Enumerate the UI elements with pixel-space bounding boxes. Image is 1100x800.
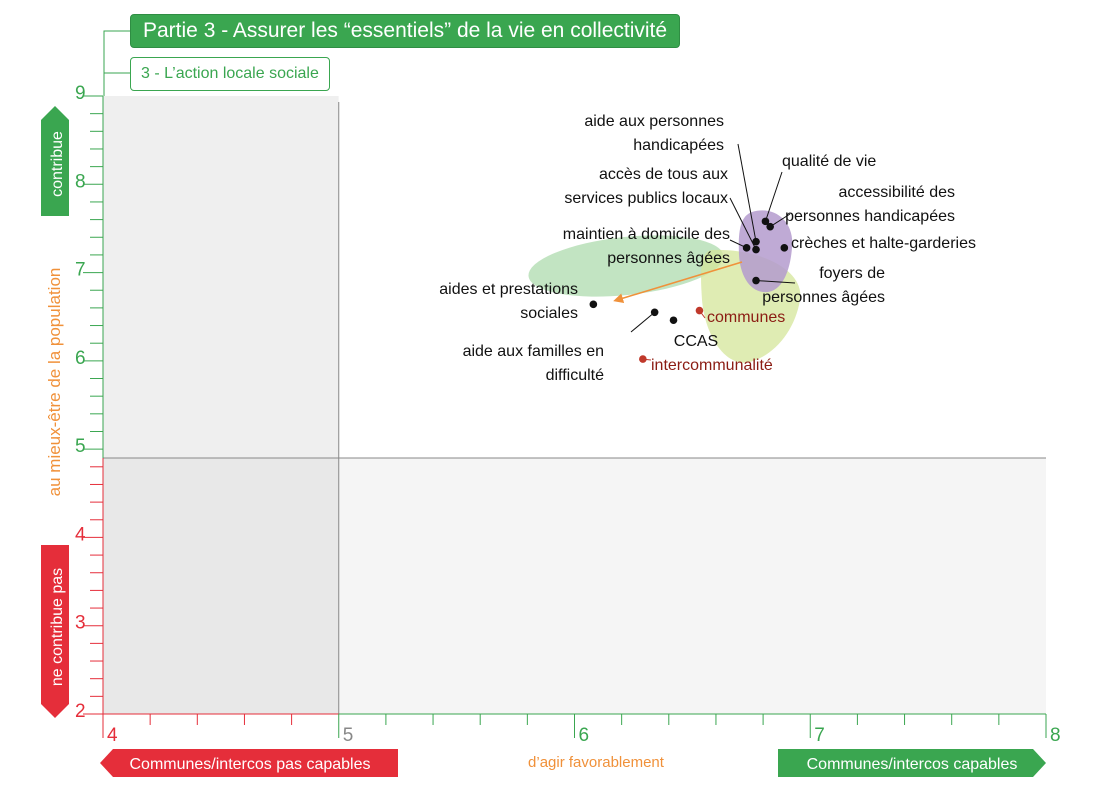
- y-tick-label: 9: [75, 83, 86, 104]
- page-title: Partie 3 - Assurer les “essentiels” de l…: [130, 14, 681, 48]
- data-point: [650, 308, 659, 317]
- x-tick-label: 6: [579, 725, 590, 746]
- data-point: [766, 222, 774, 231]
- data-point: [589, 300, 598, 309]
- leader-lines: [613, 143, 796, 361]
- point-label: handicapées: [633, 137, 724, 154]
- point-label: services publics locaux: [564, 190, 728, 207]
- y-tick-label: 6: [75, 348, 86, 369]
- y-top-badge: [41, 106, 69, 216]
- subtitle-connector: [103, 60, 130, 74]
- y-tick-label: 8: [75, 171, 86, 192]
- data-point: [695, 306, 704, 315]
- point-label: CCAS: [674, 333, 718, 350]
- point-label: maintien à domicile des: [563, 226, 730, 243]
- data-point: [669, 316, 678, 325]
- point-label: personnes âgées: [762, 289, 885, 306]
- point-label: accessibilité des: [839, 184, 956, 201]
- point-label: accès de tous aux: [599, 166, 728, 183]
- x-tick-label: 7: [814, 725, 825, 746]
- data-point: [761, 217, 770, 226]
- quadrant-bottom-right: [338, 457, 1046, 714]
- y-bottom-badge-text: ne contribue pas: [49, 568, 66, 686]
- x-right-badge: [778, 749, 1046, 777]
- title-connector: [103, 30, 130, 96]
- point-label: personnes handicapées: [785, 208, 955, 225]
- page-subtitle: 3 - L’action locale sociale: [130, 57, 330, 91]
- point-label: intercommunalité: [651, 357, 773, 374]
- x-tick-label: 4: [107, 725, 118, 746]
- data-points: [589, 217, 789, 363]
- quadrant-top-left: [103, 96, 339, 458]
- point-label: personnes âgées: [607, 250, 730, 267]
- data-point: [742, 244, 751, 252]
- point-label: sociales: [520, 305, 578, 322]
- x-left-badge: [100, 749, 398, 777]
- leader-line: [737, 143, 757, 242]
- trend-arrow: [613, 261, 743, 304]
- x-left-badge-text: Communes/intercos pas capables: [129, 756, 370, 773]
- x-tick-label: 8: [1050, 725, 1061, 746]
- point-label: aides et prestations: [439, 281, 578, 298]
- zones: [528, 210, 801, 363]
- x-tick-label: 5: [343, 725, 354, 746]
- x-right-badge-text: Communes/intercos capables: [807, 756, 1018, 773]
- data-point: [639, 355, 647, 363]
- point-labels: aide aux personnes handicapées qualité de …: [439, 113, 976, 384]
- point-label: communes: [707, 309, 785, 326]
- leader-line: [755, 280, 796, 284]
- y-bottom-badge: [41, 545, 69, 718]
- leader-line: [630, 311, 655, 333]
- point-label: difficulté: [546, 367, 605, 384]
- point-label: aide aux familles en: [463, 343, 604, 360]
- leader-line: [769, 213, 791, 228]
- y-axis-label: au mieux-être de la population: [45, 268, 64, 497]
- data-point: [752, 245, 760, 254]
- point-label: qualité de vie: [782, 153, 876, 170]
- x-axis-label: d’agir favorablement: [528, 754, 665, 771]
- y-tick-label: 4: [75, 524, 86, 545]
- axis-badges: contribue ne contribue pas au mieux-être…: [41, 106, 1046, 777]
- y-tick-label: 3: [75, 613, 86, 634]
- y-tick-label: 2: [75, 701, 86, 722]
- data-point: [752, 276, 760, 285]
- point-label: aide aux personnes: [584, 113, 724, 130]
- zone-green: [528, 235, 724, 297]
- point-label: crèches et halte-garderies: [791, 235, 976, 252]
- data-point: [780, 244, 789, 252]
- leader-line: [764, 171, 783, 222]
- zone-purple: [738, 210, 793, 293]
- axes: 2 3 4 5 6 7 8 9 4 5 6 7 8: [75, 83, 1061, 746]
- leader-line: [729, 197, 757, 250]
- y-tick-label: 7: [75, 260, 86, 281]
- y-tick-label: 5: [75, 436, 86, 457]
- data-point: [752, 237, 760, 246]
- y-top-badge-text: contribue: [49, 131, 66, 197]
- quadrant-bottom-left: [103, 457, 339, 714]
- point-label: foyers de: [819, 265, 885, 282]
